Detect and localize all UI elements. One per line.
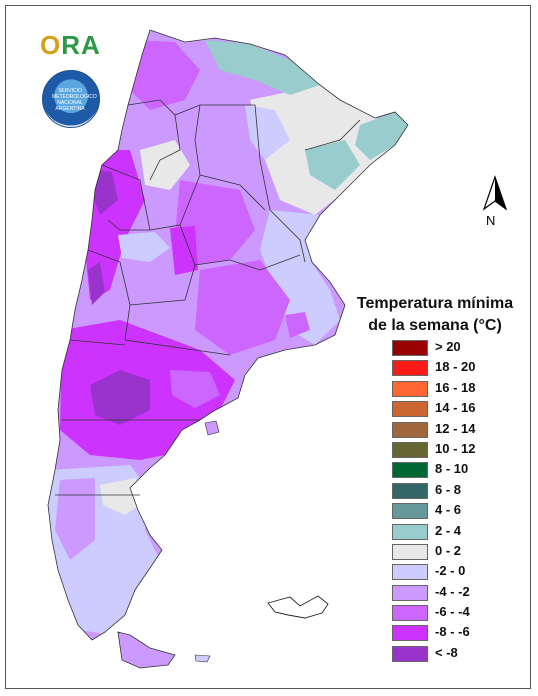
smn-seal-logo <box>42 70 100 128</box>
smn-seal-text: SERVICIO METEOROLOGICO NACIONAL ARGENTIN… <box>52 88 97 112</box>
zone-buenosaires-spot <box>285 312 310 338</box>
zone-andes-lt-8 <box>92 170 118 215</box>
legend-label: 12 - 14 <box>435 420 476 436</box>
legend-label: 10 - 12 <box>435 440 476 456</box>
legend-swatch <box>392 462 428 479</box>
zone-patagonia-lt-8 <box>90 370 150 425</box>
isla-small <box>194 654 211 663</box>
legend-swatch <box>392 340 428 356</box>
zone-ne-2-4 <box>205 40 320 95</box>
north-label: N <box>486 213 496 228</box>
legend-swatch <box>392 523 428 540</box>
legend-label: 8 - 10 <box>435 461 469 477</box>
legend-label: -6 - -4 <box>435 604 470 620</box>
zone-andes2-lt-8 <box>88 262 105 305</box>
zone-santacruz-4-2 <box>55 478 95 560</box>
zone-cordoba-8-6 <box>170 226 198 275</box>
legend-swatch <box>392 584 428 601</box>
province-borders <box>47 29 409 641</box>
tierra-del-fuego <box>117 631 176 669</box>
legend-swatch <box>392 564 428 581</box>
zone-litoral-2-0 <box>260 210 340 345</box>
legend-label: < -8 <box>435 644 458 660</box>
zone-patagonia-6-4 <box>170 370 220 408</box>
legend-swatch <box>392 482 428 499</box>
legend-label: > 20 <box>435 339 461 354</box>
legend-swatch <box>392 360 428 377</box>
legend-label: -8 - -6 <box>435 624 470 640</box>
legend-label: 4 - 6 <box>435 502 462 518</box>
legend-label: 0 - 2 <box>435 542 462 558</box>
legend-label: 6 - 8 <box>435 481 462 497</box>
legend-swatch <box>392 625 428 642</box>
ora-logo: ORA <box>40 30 101 60</box>
zone-corrientes-2-4 <box>305 140 360 190</box>
legend-label: 18 - 20 <box>435 359 476 375</box>
legend-swatch <box>392 441 428 458</box>
legend-label: -4 - -2 <box>435 583 470 599</box>
legend-swatch <box>392 503 428 520</box>
legend-swatch <box>392 401 428 418</box>
bahia-island <box>204 420 220 436</box>
legend-label: -2 - 0 <box>435 563 466 579</box>
zone-pampa-6-4 <box>195 260 290 355</box>
legend-swatch <box>392 605 428 622</box>
zone-center-2-0 <box>118 232 170 262</box>
legend-title: Temperatura mínima de la semana (°C) <box>356 295 514 334</box>
zone-northwest-6-4 <box>130 40 200 110</box>
legend-swatch <box>392 543 428 560</box>
legend-swatch <box>392 421 428 438</box>
legend-label: 14 - 16 <box>435 400 476 416</box>
north-arrow-icon <box>482 175 508 211</box>
islas-malvinas <box>267 595 329 619</box>
legend-label: 16 - 18 <box>435 379 476 395</box>
legend-swatch <box>392 380 428 397</box>
zone-misiones-2-4 <box>355 112 408 160</box>
zone-north-neutral <box>140 140 190 190</box>
legend-swatch <box>392 645 428 662</box>
legend-label: 2 - 4 <box>435 522 462 538</box>
